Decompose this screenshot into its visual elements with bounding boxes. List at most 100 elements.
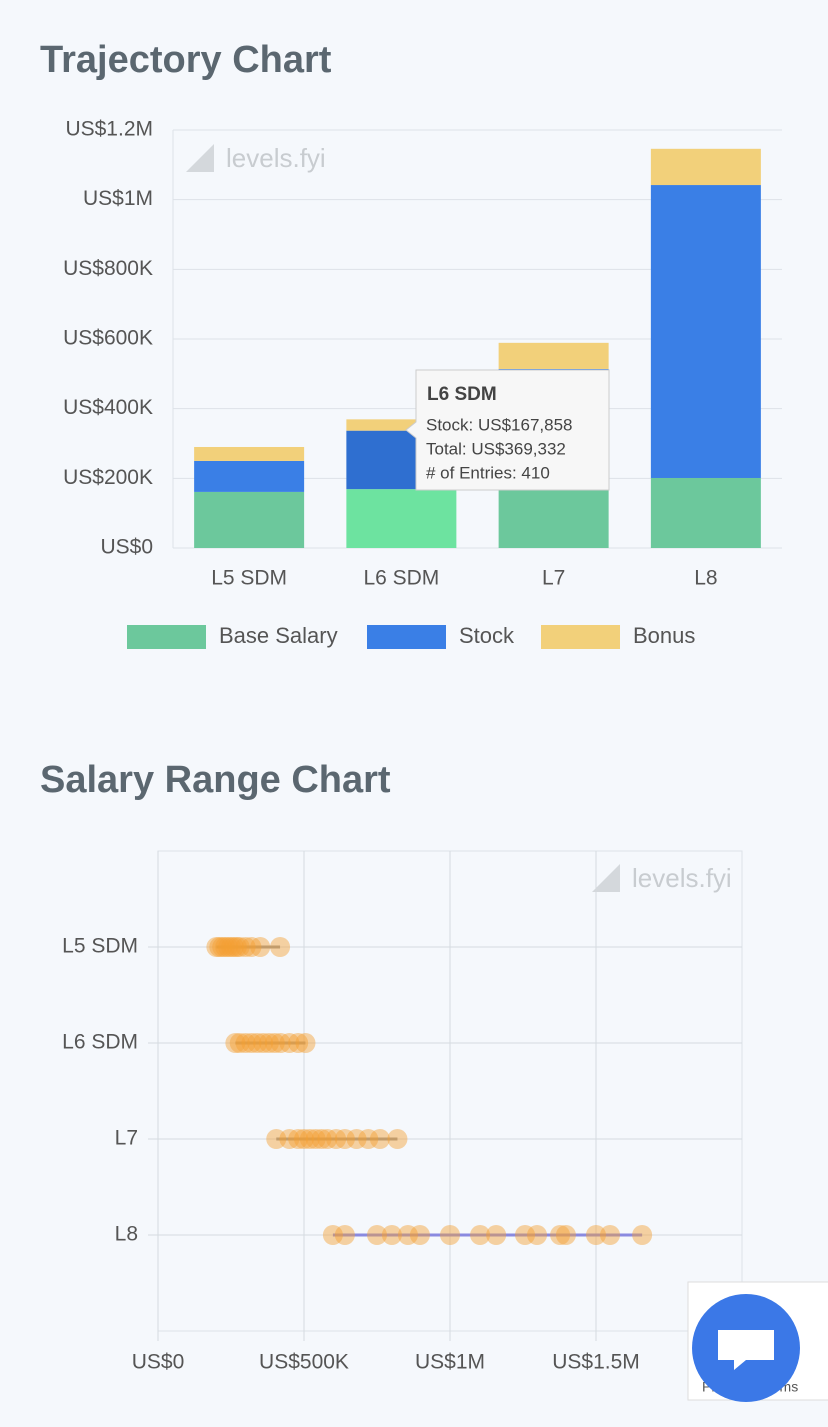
chat-button[interactable] — [692, 1294, 800, 1402]
point — [555, 1225, 576, 1245]
point — [632, 1225, 653, 1245]
legend-swatch — [541, 625, 620, 649]
point — [470, 1225, 491, 1245]
point — [226, 937, 247, 957]
x-tick-label: US$1M — [415, 1351, 485, 1374]
point — [440, 1225, 460, 1245]
point — [279, 1033, 300, 1053]
bar-segment — [346, 489, 457, 548]
y-tick-label: L8 — [115, 1223, 138, 1246]
y-tick-label: US$600K — [63, 327, 153, 350]
point — [322, 1225, 343, 1245]
tooltip-line: # of Entries: 410 — [426, 463, 550, 482]
point — [266, 1129, 287, 1149]
point — [229, 937, 250, 957]
bar-segment — [498, 483, 609, 548]
legend-swatch — [127, 625, 206, 649]
tooltip-title: L6 SDM — [427, 384, 497, 405]
point — [367, 1225, 387, 1245]
bar-segment — [194, 460, 305, 492]
point — [221, 937, 241, 957]
watermark: levels.fyi — [632, 863, 732, 893]
salary-range-chart: US$0 US$500K US$1M US$1.5M levels.fyi L5 SDM L… — [62, 850, 743, 1374]
point — [381, 1225, 402, 1245]
x-tick-label: L8 — [694, 567, 717, 590]
point — [311, 1129, 332, 1149]
point — [515, 1225, 536, 1245]
y-tick-label: US$1.2M — [65, 118, 153, 141]
point — [317, 1129, 338, 1149]
point — [218, 937, 239, 957]
bar-segment — [194, 491, 305, 548]
legend-label: Stock — [459, 623, 515, 648]
legend-swatch — [367, 625, 446, 649]
y-tick-label: US$400K — [63, 396, 153, 419]
point — [270, 1033, 291, 1053]
point — [279, 1129, 300, 1149]
point — [225, 1033, 246, 1053]
point — [294, 1129, 314, 1149]
tooltip-box — [405, 369, 610, 491]
point — [235, 937, 256, 957]
point — [229, 1033, 250, 1053]
point — [299, 1129, 320, 1149]
point — [253, 1033, 274, 1053]
tooltip: L6 SDM Stock: US$167,858 Total: US$369,332… — [405, 369, 610, 491]
watermark-icon — [186, 144, 214, 172]
y-tick-label: L6 SDM — [62, 1031, 138, 1054]
point — [346, 1129, 367, 1149]
point — [295, 1033, 316, 1053]
point — [247, 1033, 268, 1053]
point — [270, 937, 291, 957]
point — [288, 1129, 309, 1149]
point — [235, 1033, 256, 1053]
point — [397, 1225, 418, 1245]
x-tick-label: L6 SDM — [363, 567, 439, 590]
chat-icon — [718, 1330, 774, 1370]
point — [369, 1129, 390, 1149]
point — [258, 1033, 279, 1053]
point — [334, 1225, 355, 1245]
legend-label: Bonus — [633, 623, 695, 648]
chart-title: Salary Range Chart — [40, 759, 391, 801]
watermark: levels.fyi — [226, 143, 326, 173]
point — [264, 1033, 285, 1053]
bar-segment — [650, 148, 761, 186]
point — [305, 1129, 326, 1149]
point — [215, 937, 236, 957]
y-tick-label: US$0 — [100, 536, 153, 559]
point — [600, 1225, 621, 1245]
y-tick-label: US$800K — [63, 257, 153, 280]
point — [212, 937, 233, 957]
point — [241, 937, 262, 957]
point — [326, 1129, 347, 1149]
point — [387, 1129, 408, 1149]
x-tick-label: US$500K — [259, 1351, 349, 1374]
watermark-icon — [592, 864, 620, 892]
chart-title: Trajectory Chart — [40, 39, 332, 81]
bar-segment — [194, 446, 305, 461]
point — [527, 1225, 548, 1245]
point — [288, 1033, 309, 1053]
bar-segment — [346, 419, 457, 431]
point — [586, 1225, 606, 1245]
bar-segment — [498, 342, 609, 369]
point — [209, 937, 230, 957]
point — [223, 937, 244, 957]
point — [358, 1129, 379, 1149]
point — [550, 1225, 571, 1245]
point — [250, 937, 271, 957]
y-tick-label: L5 SDM — [62, 935, 138, 958]
legend-label: Base Salary — [219, 623, 338, 648]
y-tick-label: US$200K — [63, 466, 153, 489]
point — [334, 1129, 355, 1149]
y-tick-label: US$1M — [83, 187, 153, 210]
x-tick-label: L5 SDM — [211, 567, 287, 590]
trajectory-chart: US$0 US$200K US$400K US$600K US$800K US$1M US$… — [63, 118, 782, 649]
point — [241, 1033, 262, 1053]
x-tick-label: US$1.5M — [552, 1351, 640, 1374]
tooltip-line: Stock: US$167,858 — [426, 415, 572, 434]
point — [486, 1225, 507, 1245]
x-tick-label: US$0 — [132, 1351, 185, 1374]
